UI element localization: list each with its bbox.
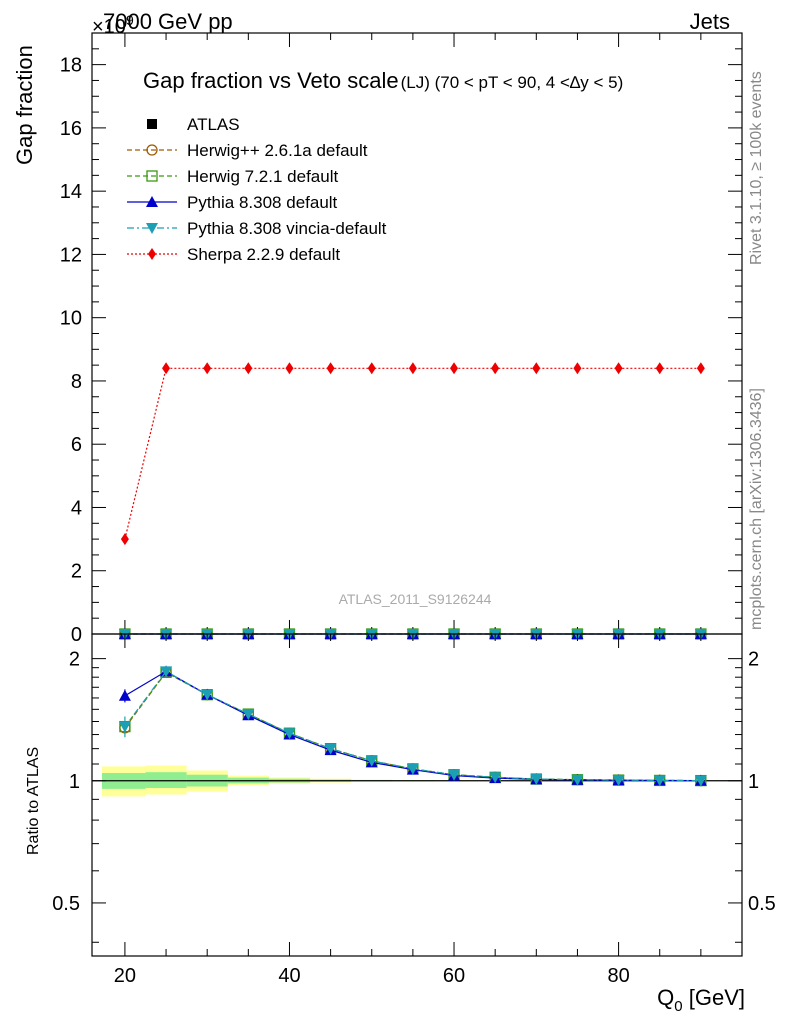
legend-entry: Pythia 8.308 vincia-default (127, 219, 387, 238)
main-title: Gap fraction vs Veto scale (LJ) (70 < pT … (143, 68, 623, 93)
data-point (696, 362, 705, 375)
ratio-data-point (612, 775, 625, 787)
ratio-series (118, 665, 707, 787)
ratio-data-point (694, 775, 707, 787)
main-ylabel: Gap fraction (12, 45, 37, 165)
ratio-data-point (571, 774, 584, 786)
data-point (614, 362, 623, 375)
ratio-xtick-label: 80 (607, 965, 629, 987)
main-ytick-label: 10 (60, 308, 82, 330)
main-subtitle: (LJ) (70 < pT < 90, 4 <∆y < 5) (401, 73, 624, 92)
data-point (244, 362, 253, 375)
category-label: Jets (690, 9, 730, 34)
ratio-data-point (283, 728, 296, 740)
ratio-ticks: 0.5 0.5 1 1 2 2 20 40 60 80 (52, 634, 776, 987)
ratio-data-point (448, 769, 461, 781)
ratio-data-point (653, 775, 666, 787)
legend-entry: Pythia 8.308 default (127, 193, 338, 212)
legend-label: Herwig++ 2.6.1a default (187, 141, 368, 160)
ratio-ytick-label: 0.5 (52, 893, 80, 915)
ratio-ytick-label: 2 (69, 649, 80, 671)
legend-marker (146, 196, 158, 207)
main-ytick-label: 2 (71, 561, 82, 583)
ratio-ylabel: Ratio to ATLAS (25, 747, 42, 855)
energy-label: 7000 GeV pp (103, 9, 233, 34)
data-point (491, 362, 500, 375)
legend-marker (146, 223, 158, 234)
legend-marker (146, 170, 158, 182)
x-axis-label: Q0 [GeV] (657, 985, 745, 1015)
rivet-label: Rivet 3.1.10, ≥ 100k events (748, 71, 765, 265)
main-ytick-label: 8 (71, 371, 82, 393)
data-point (655, 362, 664, 375)
legend-label: Sherpa 2.2.9 default (187, 245, 340, 264)
legend-entry: Herwig++ 2.6.1a default (127, 141, 368, 160)
series-line (124, 367, 701, 540)
main-ytick-label: 6 (71, 434, 82, 456)
data-point (285, 362, 294, 375)
ratio-ytick-label-right: 2 (748, 649, 759, 671)
ratio-data-point (489, 772, 502, 784)
main-title-text: Gap fraction vs Veto scale (143, 68, 399, 93)
band-green-bin (145, 772, 187, 788)
data-point (532, 362, 541, 375)
ratio-data-point (118, 721, 131, 733)
legend-entry: ATLAS (147, 115, 240, 134)
legend: ATLAS Herwig++ 2.6.1a default Herwig 7.2.1… (127, 115, 387, 264)
ratio-data-point (530, 774, 543, 786)
legend-label: ATLAS (187, 115, 240, 134)
main-panel: 0 2 4 6 8 10 12 14 16 18 Gap fraction Gap fractio… (12, 32, 743, 646)
ratio-data-point (365, 755, 378, 767)
main-ytick-label: 12 (60, 244, 82, 266)
ratio-data-point (242, 709, 255, 721)
ratio-ytick-label-right: 1 (748, 771, 759, 793)
data-point (203, 362, 212, 375)
ratio-ytick-label-right: 0.5 (748, 893, 776, 915)
main-ytick-label: 14 (60, 181, 82, 203)
main-ticks: 0 2 4 6 8 10 12 14 16 18 (60, 33, 742, 646)
data-point (408, 362, 417, 375)
legend-label: Pythia 8.308 default (187, 193, 338, 212)
data-point (120, 533, 129, 546)
legend-entry: Sherpa 2.2.9 default (127, 245, 340, 264)
main-ytick-label: 4 (71, 497, 82, 519)
legend-marker (146, 144, 158, 156)
ratio-xtick-label: 20 (114, 965, 136, 987)
ratio-frame (91, 633, 743, 957)
main-ytick-label: 0 (71, 624, 82, 646)
ratio-panel: 0.5 0.5 1 1 2 2 20 40 60 80 Ratio to ATLAS Q0 [Ge… (25, 633, 776, 1015)
ratio-data-point (160, 666, 173, 678)
data-point (326, 362, 335, 375)
legend-entry: Herwig 7.2.1 default (127, 167, 338, 186)
data-point (573, 362, 582, 375)
ratio-xtick-label: 60 (443, 965, 465, 987)
main-ytick-label: 16 (60, 118, 82, 140)
ratio-data-point (324, 743, 337, 755)
data-point (367, 362, 376, 375)
ratio-data-point (406, 763, 419, 775)
ratio-xtick-label: 40 (278, 965, 300, 987)
ratio-ytick-label: 1 (69, 771, 80, 793)
mcplots-label: mcplots.cern.ch [arXiv:1306.3436] (748, 388, 765, 630)
legend-label: Pythia 8.308 vincia-default (187, 219, 387, 238)
ratio-series-pythia-8-308-vincia-default (118, 666, 707, 787)
ratio-data-point (201, 689, 214, 701)
legend-label: Herwig 7.2.1 default (187, 167, 338, 186)
legend-marker (148, 248, 156, 260)
data-point (450, 362, 459, 375)
ratio-data-point (118, 689, 131, 701)
series-sherpa-2-2-9-default (120, 362, 705, 546)
watermark: ATLAS_2011_S9126244 (339, 591, 492, 607)
legend-marker (147, 119, 157, 129)
data-point (162, 362, 171, 375)
main-ytick-label: 18 (60, 55, 82, 77)
